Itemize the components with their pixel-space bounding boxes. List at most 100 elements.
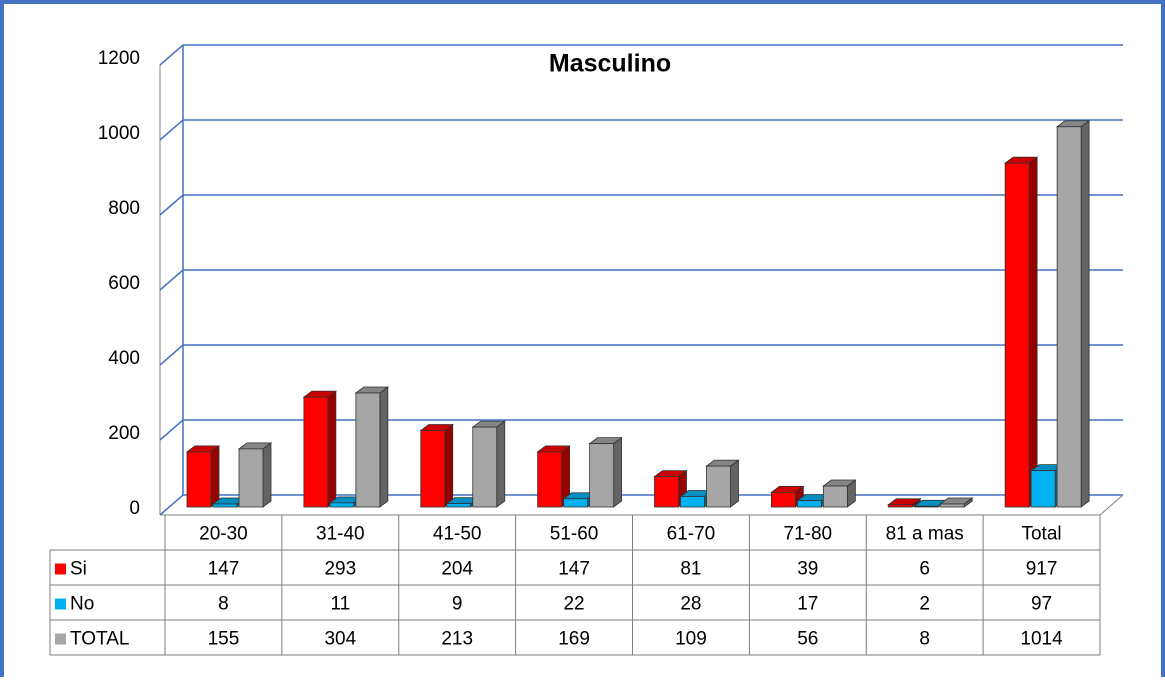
x-tick-label: 61-70 — [667, 524, 716, 545]
legend-label: No — [70, 594, 94, 615]
bar-front — [1030, 470, 1056, 508]
bar-front — [420, 430, 446, 508]
bar-front — [680, 496, 705, 508]
bar — [185, 445, 221, 508]
bar-front — [472, 426, 498, 508]
bar — [588, 436, 623, 508]
x-tick-label: 31-40 — [316, 524, 365, 545]
table-cell: 1014 — [1020, 629, 1063, 650]
x-tick-label: 41-50 — [433, 524, 482, 545]
y-tick-label: 0 — [129, 498, 140, 519]
bar-side — [1028, 156, 1038, 508]
grid-line — [159, 269, 1123, 291]
bar — [302, 390, 338, 508]
bar-front — [563, 498, 589, 508]
table-cell: 22 — [563, 594, 584, 615]
table-cell: 97 — [1031, 594, 1052, 615]
legend-swatch — [55, 598, 66, 610]
bar — [1055, 119, 1091, 508]
table-cell: 293 — [324, 559, 356, 580]
bar-side — [444, 423, 454, 508]
y-tick-label: 1200 — [98, 48, 140, 69]
bar-front — [913, 505, 939, 508]
table-cell: 56 — [797, 629, 818, 650]
bar-front — [537, 451, 563, 508]
bar-front — [1056, 126, 1082, 508]
table-cell: 213 — [441, 629, 473, 650]
table-cell: 39 — [797, 559, 818, 580]
bar — [237, 442, 273, 508]
bar — [653, 469, 688, 508]
bar — [419, 423, 454, 508]
table-cell: 169 — [558, 629, 590, 650]
bar — [471, 420, 506, 508]
bar-side — [1080, 119, 1090, 508]
bar — [822, 479, 857, 508]
bar-side — [379, 386, 389, 508]
legend-swatch — [55, 633, 66, 645]
table-cell: 11 — [330, 594, 350, 615]
grid-line — [159, 119, 1123, 141]
bar-side — [327, 390, 337, 508]
table-cell: 17 — [797, 594, 818, 615]
grid-line — [159, 419, 1123, 441]
bar-front — [212, 503, 238, 508]
y-tick-label: 600 — [108, 273, 140, 294]
bar-side — [730, 459, 739, 508]
x-tick-label: 81 a mas — [886, 524, 964, 545]
bar-front — [822, 485, 848, 508]
bar — [1003, 156, 1039, 508]
table-cell: 109 — [675, 629, 707, 650]
legend-label: TOTAL — [70, 629, 129, 650]
grid-line — [159, 194, 1123, 216]
bar-side — [262, 442, 272, 508]
table-cell: 9 — [452, 594, 463, 615]
bar-front — [238, 448, 264, 508]
grid-line — [159, 44, 1123, 66]
bar — [354, 386, 390, 508]
bar — [705, 459, 740, 508]
bar-front — [355, 392, 381, 508]
x-tick-label: 71-80 — [784, 524, 833, 545]
table-cell: 147 — [208, 559, 240, 580]
table-cell: 304 — [324, 629, 356, 650]
bar — [939, 497, 974, 508]
bar-front — [446, 503, 472, 508]
chart-title: Masculino — [549, 50, 671, 78]
bar-front — [329, 502, 355, 508]
bar — [536, 445, 571, 508]
bar-front — [1004, 162, 1030, 508]
bar-side — [613, 436, 623, 508]
x-tick-label: 20-30 — [199, 524, 248, 545]
bar-front — [303, 396, 329, 508]
bar-side — [210, 445, 220, 508]
table-cell: 2 — [919, 594, 930, 615]
bar — [887, 497, 922, 508]
table-cell: 81 — [680, 559, 701, 580]
x-tick-label: 51-60 — [550, 524, 599, 545]
y-tick-label: 200 — [108, 423, 140, 444]
legend-label: Si — [70, 559, 87, 580]
y-tick-label: 800 — [108, 198, 140, 219]
table-cell: 204 — [441, 559, 473, 580]
bar-front — [654, 476, 679, 508]
bar-front — [939, 503, 965, 508]
bar-front — [796, 500, 822, 508]
table-cell: 28 — [680, 594, 701, 615]
x-tick-label: Total — [1021, 524, 1061, 545]
bar-front — [589, 443, 615, 508]
y-tick-label: 1000 — [98, 123, 140, 144]
bar — [770, 485, 805, 508]
bar-front — [186, 451, 212, 508]
y-tick-label: 400 — [108, 348, 140, 369]
bar-side — [496, 420, 506, 508]
table-cell: 147 — [558, 559, 590, 580]
table-cell: 6 — [919, 559, 930, 580]
bar-front — [706, 465, 731, 508]
table-cell: 8 — [218, 594, 229, 615]
bar-front — [770, 491, 796, 508]
table-cell: 8 — [919, 629, 930, 650]
legend-swatch — [55, 563, 66, 575]
